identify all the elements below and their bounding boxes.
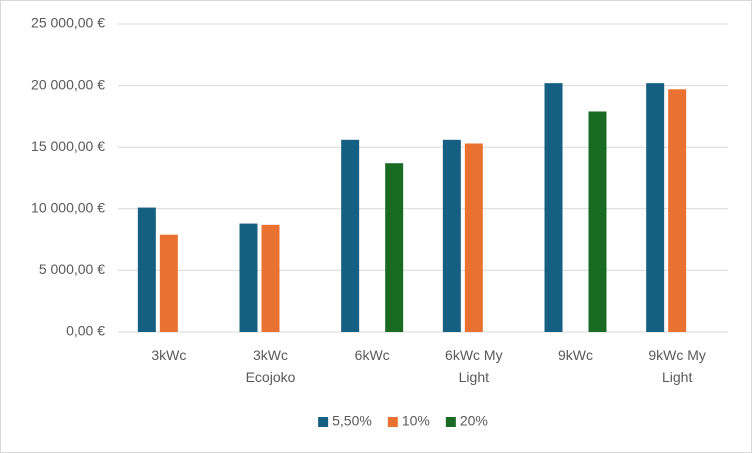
x-tick-label: 3kWc Ecojoko — [245, 347, 296, 385]
bar — [668, 89, 687, 333]
bar — [159, 234, 178, 332]
x-tick-label: 9kWc My Light — [648, 347, 706, 385]
y-tick-label: 5 000,00 € — [39, 261, 105, 277]
bar — [544, 83, 563, 332]
x-tick-label: 3kWc — [151, 347, 187, 363]
bar — [385, 163, 404, 332]
legend-label: 5,50% — [332, 413, 372, 429]
bar — [239, 223, 258, 332]
legend-swatch — [318, 417, 329, 427]
bar — [588, 111, 607, 332]
bar — [137, 207, 156, 332]
legend-label: 20% — [460, 413, 488, 429]
x-tick-label: 9kWc — [558, 347, 593, 363]
bar — [261, 224, 280, 332]
legend-swatch — [445, 417, 456, 427]
y-tick-label: 10 000,00 € — [31, 200, 105, 216]
legend-swatch — [387, 417, 398, 427]
bar — [646, 83, 665, 332]
y-tick-label: 0,00 € — [66, 323, 105, 339]
bar — [464, 143, 483, 332]
bar — [442, 139, 461, 332]
x-tick-label: 6kWc — [354, 347, 390, 363]
y-tick-label: 25 000,00 € — [31, 15, 105, 31]
x-tick-label: 6kWc My Light — [445, 347, 503, 385]
y-tick-label: 15 000,00 € — [31, 138, 105, 154]
bar — [341, 139, 360, 332]
y-tick-label: 20 000,00 € — [31, 76, 105, 92]
legend-label: 10% — [402, 413, 430, 429]
